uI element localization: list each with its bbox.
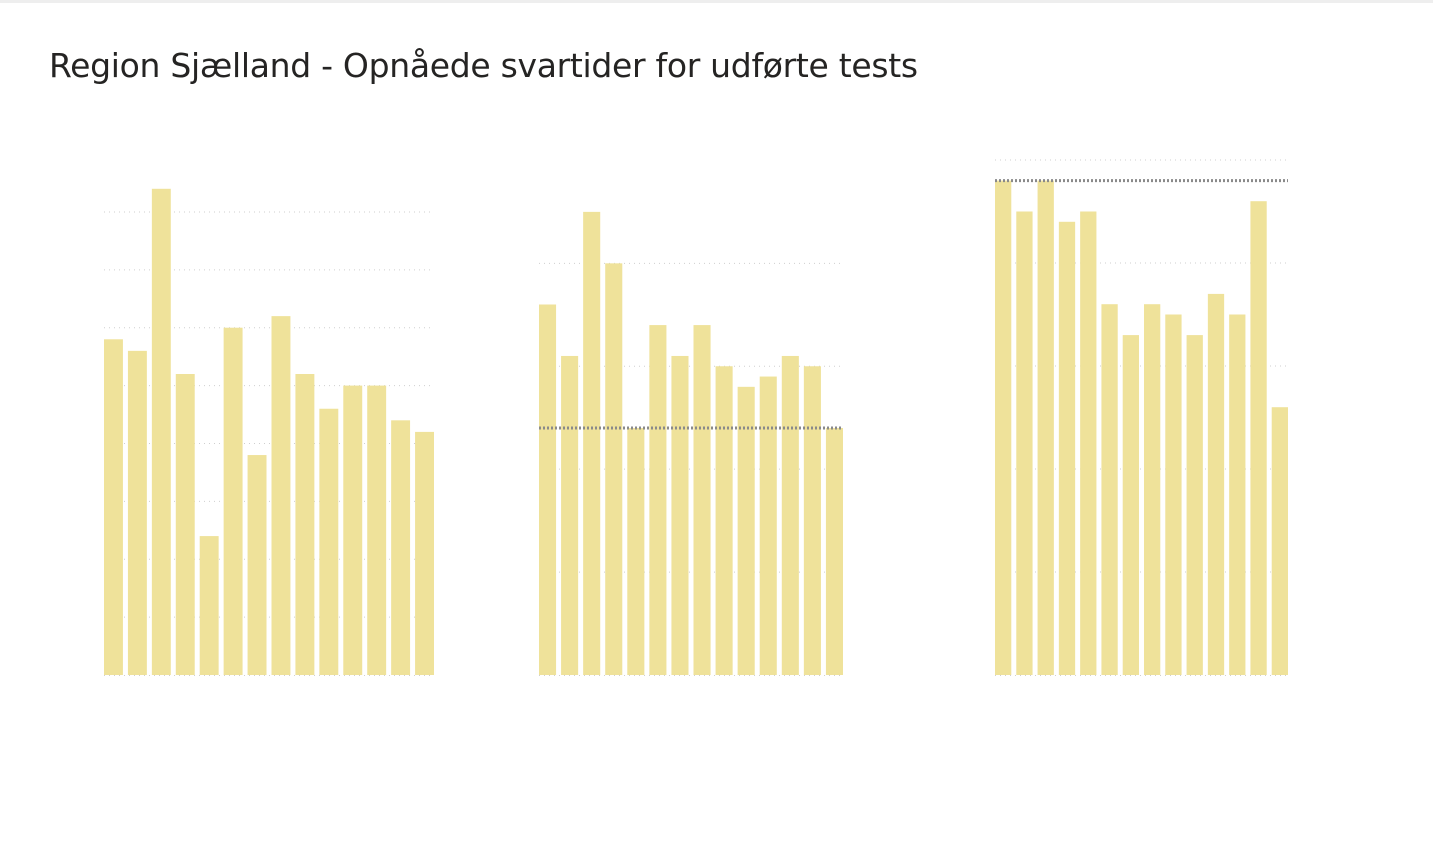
page-title: Region Sjælland - Opnåede svartider for … bbox=[49, 46, 918, 85]
bar bbox=[1271, 407, 1288, 675]
bar bbox=[127, 350, 147, 675]
bar bbox=[391, 420, 411, 675]
chart-right bbox=[995, 159, 1288, 676]
bar bbox=[583, 211, 601, 675]
bar bbox=[1016, 211, 1033, 675]
bar bbox=[415, 431, 434, 675]
bar bbox=[1080, 211, 1097, 675]
bar bbox=[295, 374, 315, 675]
bar bbox=[1144, 304, 1161, 675]
bar bbox=[737, 386, 755, 675]
top-rule bbox=[0, 0, 1433, 3]
bar bbox=[367, 385, 387, 675]
bar bbox=[1229, 314, 1246, 675]
bar bbox=[1207, 293, 1225, 675]
bar bbox=[1165, 314, 1182, 675]
bar bbox=[539, 304, 557, 675]
bar bbox=[715, 366, 733, 675]
bar bbox=[627, 428, 645, 675]
bar bbox=[319, 408, 339, 675]
bar bbox=[1186, 335, 1203, 675]
bar bbox=[605, 263, 623, 675]
bar bbox=[825, 428, 843, 675]
bar bbox=[561, 355, 579, 675]
bar bbox=[803, 366, 821, 675]
bar bbox=[175, 374, 195, 675]
bar bbox=[199, 536, 219, 675]
bar bbox=[671, 355, 689, 675]
chart-middle bbox=[539, 211, 843, 676]
bar bbox=[1058, 221, 1076, 676]
bar bbox=[693, 325, 711, 675]
bar bbox=[1037, 180, 1054, 675]
bar bbox=[781, 355, 799, 675]
bar bbox=[649, 325, 667, 675]
bar bbox=[343, 385, 363, 675]
bar bbox=[995, 180, 1012, 675]
bar bbox=[1250, 201, 1267, 675]
bar bbox=[1101, 304, 1118, 675]
bar bbox=[271, 316, 291, 675]
bar bbox=[247, 455, 267, 675]
bar bbox=[1122, 335, 1139, 675]
bar bbox=[104, 339, 123, 675]
bar bbox=[151, 188, 171, 675]
bar bbox=[759, 376, 777, 675]
bar bbox=[223, 327, 243, 675]
chart-left bbox=[104, 188, 434, 676]
